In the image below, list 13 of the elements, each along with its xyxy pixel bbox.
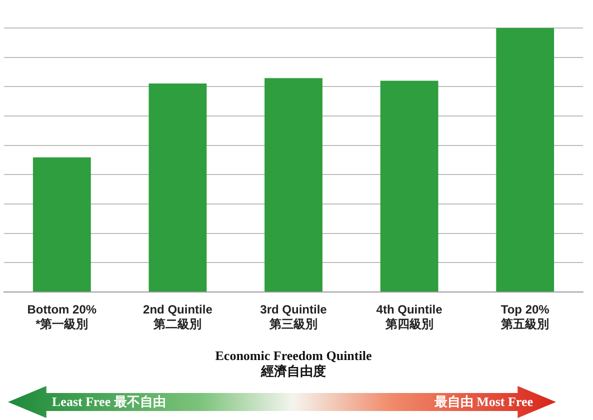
bar xyxy=(264,78,322,292)
bar xyxy=(32,157,91,292)
x-axis-title: Economic Freedom Quintile 經濟自由度 xyxy=(215,348,372,379)
x-tick-label: Top 20% 第五級別 xyxy=(500,302,550,331)
text: 最自由 Most Free xyxy=(434,393,533,411)
x-tick-label: 4th Quintile 第四級別 xyxy=(376,302,443,331)
text: Least Free 最不自由 xyxy=(52,393,166,411)
bar xyxy=(496,28,554,292)
bar xyxy=(148,83,207,292)
bar xyxy=(380,80,438,292)
x-tick-label: 2nd Quintile 第二級別 xyxy=(143,302,213,331)
x-tick-label: 3rd Quintile 第三級別 xyxy=(260,302,328,331)
x-tick-label: Bottom 20% *第一級別 xyxy=(27,302,97,331)
